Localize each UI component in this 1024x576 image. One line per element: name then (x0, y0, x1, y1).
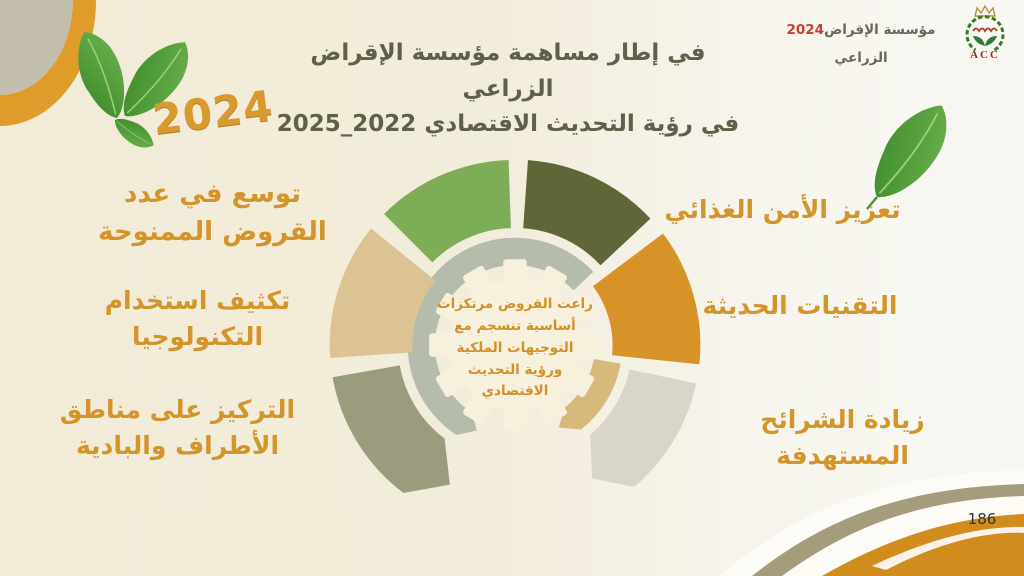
corner-orange-arc (0, 0, 96, 126)
wreath-icon (965, 15, 1005, 52)
diagram-label-peripheral-areas: التركيز على مناطق الأطراف والبادية (59, 395, 296, 461)
logo-leaf-right (985, 36, 997, 46)
acc-logo (965, 4, 1005, 52)
diagram-label-modern-technologies: التقنيات الحديثة (702, 291, 898, 320)
segment-left-tan (329, 228, 436, 358)
leaf-stem (866, 196, 878, 210)
slide-title: في إطار مساهمة مؤسسة الإقراض الزراعي في … (262, 36, 754, 143)
segment-right-orange (592, 233, 701, 365)
corner-gray-wedge (0, 0, 73, 95)
gear-hub-teeth (429, 259, 601, 431)
inner-ring-sage (407, 237, 594, 435)
diagram-label-target-segments: زيادة الشرائح المستهدفة (760, 405, 925, 471)
inner-ring-gold (558, 358, 621, 430)
org-year: 2024 (786, 22, 825, 38)
diagram-label-loan-expansion: توسع في عدد القروض الممنوحة (98, 179, 327, 247)
org-name-line2: الزراعي (834, 50, 888, 67)
diagram-label-food-security: تعزيز الأمن الغذائي (664, 195, 901, 224)
page-number: 186 (967, 510, 997, 528)
wave-white-swoosh (872, 526, 1024, 570)
segment-top-left-green (384, 159, 511, 263)
segment-bottom-right-gray (590, 369, 697, 487)
diagram-label-technology-use: تكثيف استخدام التكنولوجيا (104, 286, 291, 352)
diagram-center-text: راعت القروض مرتكزات أساسية تنسجم مع التو… (437, 296, 593, 400)
logo-figures (972, 27, 998, 33)
org-name-text: مؤسسة الإقراض (824, 22, 936, 38)
org-name-line1: مؤسسة الإقراض2024 (775, 16, 947, 44)
title-line1: في إطار مساهمة مؤسسة الإقراض الزراعي (310, 40, 706, 102)
crown-icon (974, 4, 996, 17)
segment-top-right-olive (523, 160, 651, 266)
segment-bottom-left-olivegray (332, 365, 450, 494)
leaf-decoration-right (858, 91, 963, 214)
logo-leaf-left (973, 36, 985, 46)
acc-logo-text: ACC (970, 49, 1000, 61)
org-name-block: مؤسسة الإقراض2024 الزراعي (775, 16, 947, 73)
radial-diagram (329, 159, 701, 494)
gear-hub-center (449, 279, 581, 411)
title-line2: في رؤية التحديث الاقتصادي 2022_2025 (276, 111, 740, 138)
